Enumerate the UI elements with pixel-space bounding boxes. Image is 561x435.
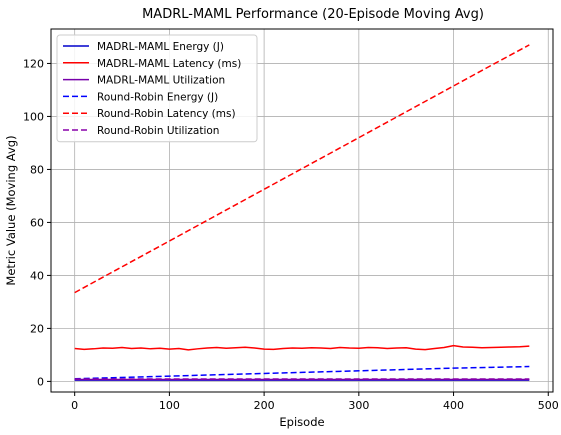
legend-label: Round-Robin Utilization [97, 125, 219, 137]
x-axis-ticks: 0 100 200 300 400 500 [71, 392, 559, 412]
y-axis-title: Metric Value (Moving Avg) [4, 135, 18, 285]
series-line-5 [74, 44, 530, 294]
y-tick-label: 80 [30, 163, 44, 176]
x-tick-label: 500 [538, 399, 559, 412]
chart-title: MADRL-MAML Performance (20-Episode Movin… [142, 7, 484, 22]
y-axis-ticks: 0 20 40 60 80 100 120 [23, 57, 51, 388]
x-tick-label: 100 [159, 399, 180, 412]
legend-label: MADRL-MAML Utilization [97, 75, 225, 87]
x-tick-label: 200 [254, 399, 275, 412]
series-line-2 [74, 344, 530, 351]
y-tick-label: 0 [37, 375, 44, 388]
x-axis-title: Episode [279, 415, 324, 429]
y-tick-label: 100 [23, 110, 44, 123]
x-tick-label: 0 [71, 399, 78, 412]
y-tick-label: 20 [30, 322, 44, 335]
legend-label: MADRL-MAML Latency (ms) [97, 58, 241, 70]
plot-frame [50, 28, 554, 393]
y-tick-label: 120 [23, 57, 44, 70]
legend-label: MADRL-MAML Energy (J) [97, 41, 224, 53]
x-tick-label: 400 [443, 399, 464, 412]
legend-label: Round-Robin Latency (ms) [97, 108, 236, 120]
y-tick-label: 60 [30, 216, 44, 229]
legend-box [56, 34, 258, 143]
y-tick-label: 40 [30, 269, 44, 282]
series-line-4 [74, 365, 530, 380]
series-lines [74, 44, 530, 381]
x-tick-label: 300 [348, 399, 369, 412]
legend-label: Round-Robin Energy (J) [97, 91, 218, 103]
legend: MADRL-MAML Energy (J) MADRL-MAML Latency … [56, 34, 258, 143]
